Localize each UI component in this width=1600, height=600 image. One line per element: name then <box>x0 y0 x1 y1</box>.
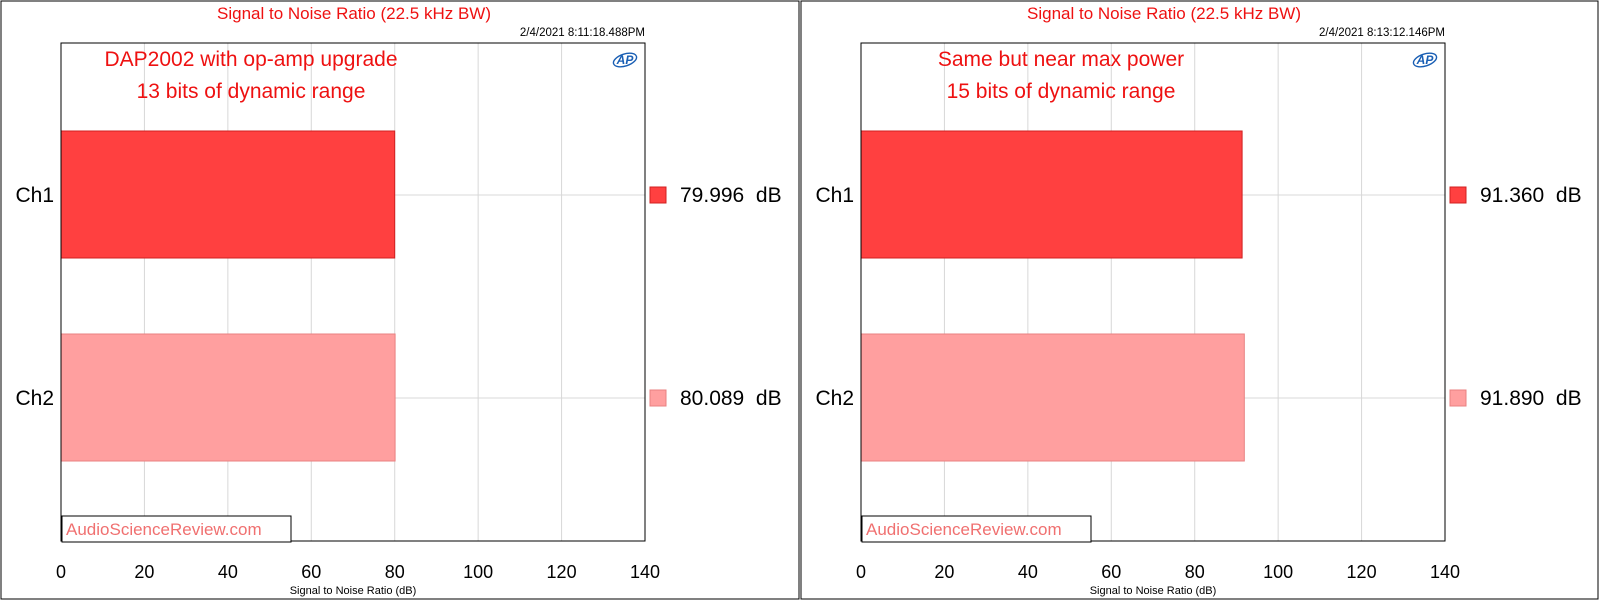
x-tick-label: 100 <box>1263 562 1293 582</box>
value-readout-ch2: 91.890 dB <box>1480 387 1582 410</box>
watermark-box <box>61 515 292 543</box>
chart-panel-1: Ch1 79.996 dB Ch2 80.089 dB 0 20 40 60 80 100 120 1… <box>0 0 800 600</box>
panel-frame <box>800 0 1599 600</box>
x-tick-label: 40 <box>1018 562 1038 582</box>
x-tick-label: 20 <box>134 562 154 582</box>
x-tick-label: 0 <box>856 562 866 582</box>
bar-ch1 <box>60 130 396 259</box>
value-readout-ch1: 91.360 dB <box>1480 184 1582 207</box>
plot-area-border <box>60 42 646 542</box>
x-tick-label: 0 <box>56 562 66 582</box>
legend-swatch-ch1 <box>649 186 667 204</box>
timestamp: 2/4/2021 8:13:12.146PM <box>1319 27 1445 39</box>
category-label-ch1: Ch1 <box>815 184 854 207</box>
annotation-text: DAP2002 with op-amp upgrade <box>104 48 397 71</box>
annotation-text: 15 bits of dynamic range <box>947 80 1176 103</box>
x-tick-label: 120 <box>547 562 577 582</box>
x-tick-label: 80 <box>1185 562 1205 582</box>
x-tick-label: 60 <box>1101 562 1121 582</box>
category-label-ch2: Ch2 <box>815 387 854 410</box>
x-tick-label: 20 <box>934 562 954 582</box>
ap-logo-swoosh <box>612 52 638 68</box>
x-axis-label: Signal to Noise Ratio (dB) <box>290 585 417 597</box>
x-tick-label: 80 <box>385 562 405 582</box>
legend-swatch-ch2 <box>649 389 667 407</box>
plot-area-border <box>860 42 1446 542</box>
ap-logo-icon: AP <box>612 52 638 68</box>
annotation-text: Same but near max power <box>938 48 1184 71</box>
annotation-text: 13 bits of dynamic range <box>137 80 366 103</box>
bar-ch2 <box>860 333 1245 462</box>
watermark-box <box>861 515 1092 543</box>
ap-logo-icon: AP <box>1412 52 1438 68</box>
value-readout-ch2: 80.089 dB <box>680 387 782 410</box>
category-label-ch2: Ch2 <box>15 387 54 410</box>
x-tick-label: 140 <box>630 562 660 582</box>
x-axis-label: Signal to Noise Ratio (dB) <box>1090 585 1217 597</box>
x-tick-label: 60 <box>301 562 321 582</box>
bar-ch2 <box>60 333 396 462</box>
panel-frame <box>0 0 800 600</box>
x-tick-label: 100 <box>463 562 493 582</box>
chart-title: Signal to Noise Ratio (22.5 kHz BW) <box>1027 4 1301 23</box>
x-tick-label: 120 <box>1347 562 1377 582</box>
ap-logo-text: AP <box>1416 53 1435 67</box>
ap-logo-text: AP <box>616 53 635 67</box>
watermark-text: AudioScienceReview.com <box>66 520 262 539</box>
watermark-text: AudioScienceReview.com <box>866 520 1062 539</box>
value-readout-ch1: 79.996 dB <box>680 184 782 207</box>
chart-panel-2: Ch1 91.360 dB Ch2 91.890 dB 0 20 40 60 80 100 120 1… <box>800 0 1599 600</box>
timestamp: 2/4/2021 8:11:18.488PM <box>520 27 645 39</box>
bar-ch1 <box>860 130 1243 259</box>
chart-title: Signal to Noise Ratio (22.5 kHz BW) <box>217 4 491 23</box>
legend-swatch-ch1 <box>1449 186 1467 204</box>
x-tick-label: 140 <box>1430 562 1460 582</box>
ap-logo-swoosh <box>1412 52 1438 68</box>
x-tick-label: 40 <box>218 562 238 582</box>
category-label-ch1: Ch1 <box>15 184 54 207</box>
legend-swatch-ch2 <box>1449 389 1467 407</box>
